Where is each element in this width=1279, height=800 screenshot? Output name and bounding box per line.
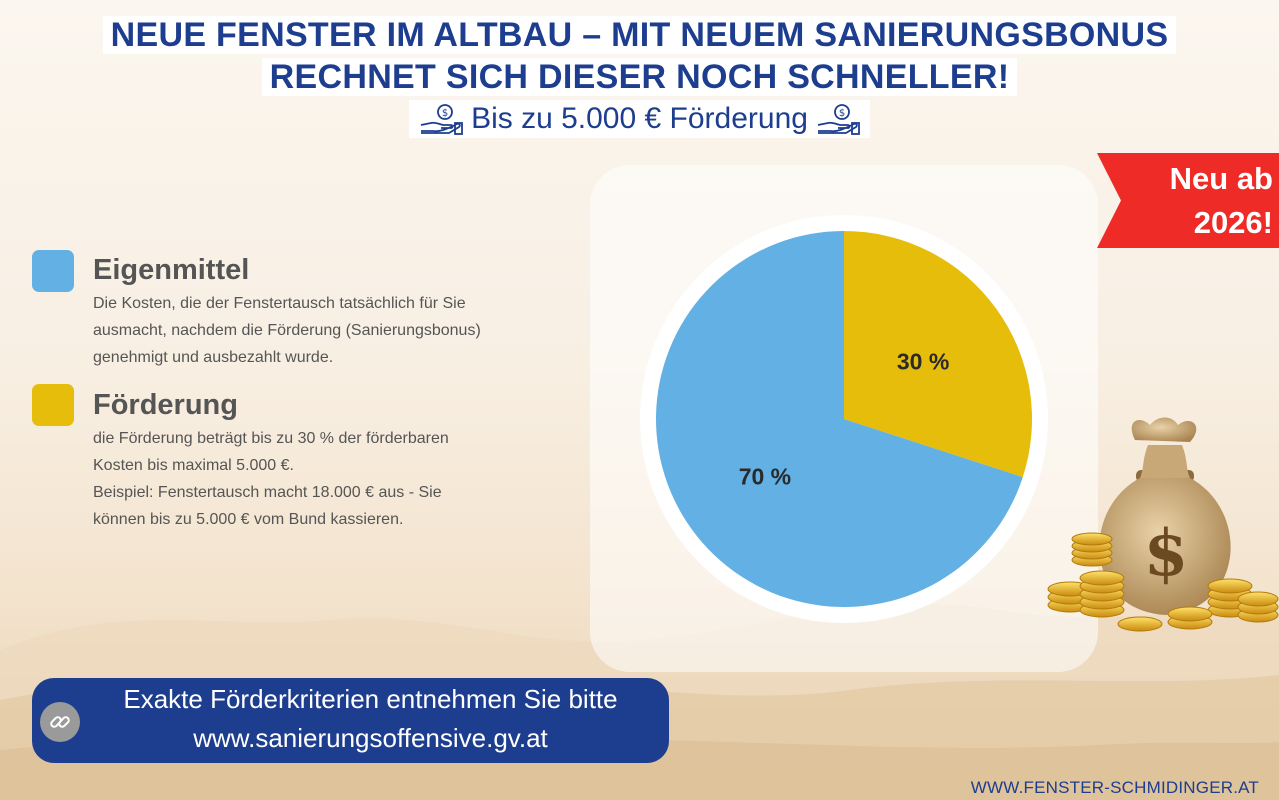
legend-title-foerderung: Förderung xyxy=(93,389,238,421)
link-icon[interactable] xyxy=(40,702,80,742)
page-title-line-2: RECHNET SICH DIESER NOCH SCHNELLER! xyxy=(0,58,1279,97)
badge-line-2: 2026! xyxy=(1193,205,1273,240)
legend-description-line: genehmigt und ausbezahlt wurde. xyxy=(93,349,334,366)
hand-money-icon: $ xyxy=(420,104,463,135)
pie-chart: 30 % 70 % xyxy=(640,215,1048,623)
svg-text:$: $ xyxy=(839,108,845,119)
legend-description-line: können bis zu 5.000 € vom Bund kassieren… xyxy=(93,511,404,528)
legend-description-line: Kosten bis maximal 5.000 €. xyxy=(93,457,294,474)
legend-description-foerderung: die Förderung beträgt bis zu 30 % der fö… xyxy=(93,425,563,533)
pie-slice-foerderung xyxy=(844,231,1032,478)
new-badge-text: Neu ab 2026! xyxy=(1123,157,1273,245)
page-title-line-1: NEUE FENSTER IM ALTBAU – MIT NEUEM SANIE… xyxy=(0,16,1279,55)
subtitle-text: Bis zu 5.000 € Förderung xyxy=(471,102,808,135)
legend-swatch-foerderung xyxy=(32,384,74,426)
pie-label-foerderung: 30 % xyxy=(897,349,949,375)
pie-slice-eigenmittel xyxy=(656,231,1023,607)
banner-line-1: Exakte Förderkriterien entnehmen Sie bit… xyxy=(123,684,618,714)
legend-description-line: ausmacht, nachdem die Förderung (Sanieru… xyxy=(93,322,481,339)
legend-swatch-eigenmittel xyxy=(32,250,74,292)
svg-text:$: $ xyxy=(1144,516,1189,591)
svg-text:$: $ xyxy=(442,108,448,119)
legend-title-eigenmittel: Eigenmittel xyxy=(93,254,250,286)
legend-description-line: Beispiel: Fenstertausch macht 18.000 € a… xyxy=(93,484,442,501)
legend-description-line: die Förderung beträgt bis zu 30 % der fö… xyxy=(93,430,449,447)
info-banner: Exakte Förderkriterien entnehmen Sie bit… xyxy=(32,678,669,763)
money-bag-icon: $ xyxy=(1047,417,1279,632)
legend-description-line: Die Kosten, die der Fenstertausch tatsäc… xyxy=(93,295,466,312)
legend-description-eigenmittel: Die Kosten, die der Fenstertausch tatsäc… xyxy=(93,290,563,371)
hand-money-icon: $ xyxy=(817,104,860,135)
link-icon-glyph xyxy=(50,716,70,728)
pie-label-eigenmittel: 70 % xyxy=(739,463,791,489)
badge-line-1: Neu ab xyxy=(1169,161,1273,196)
subtitle: $ Bis zu 5.000 € Förderung $ xyxy=(0,100,1279,143)
badge-shape xyxy=(1097,153,1279,248)
new-badge-ribbon xyxy=(1097,153,1279,248)
footer-website[interactable]: WWW.FENSTER-SCHMIDINGER.AT xyxy=(970,778,1259,797)
banner-link[interactable]: www.sanierungsoffensive.gv.at xyxy=(193,723,548,753)
